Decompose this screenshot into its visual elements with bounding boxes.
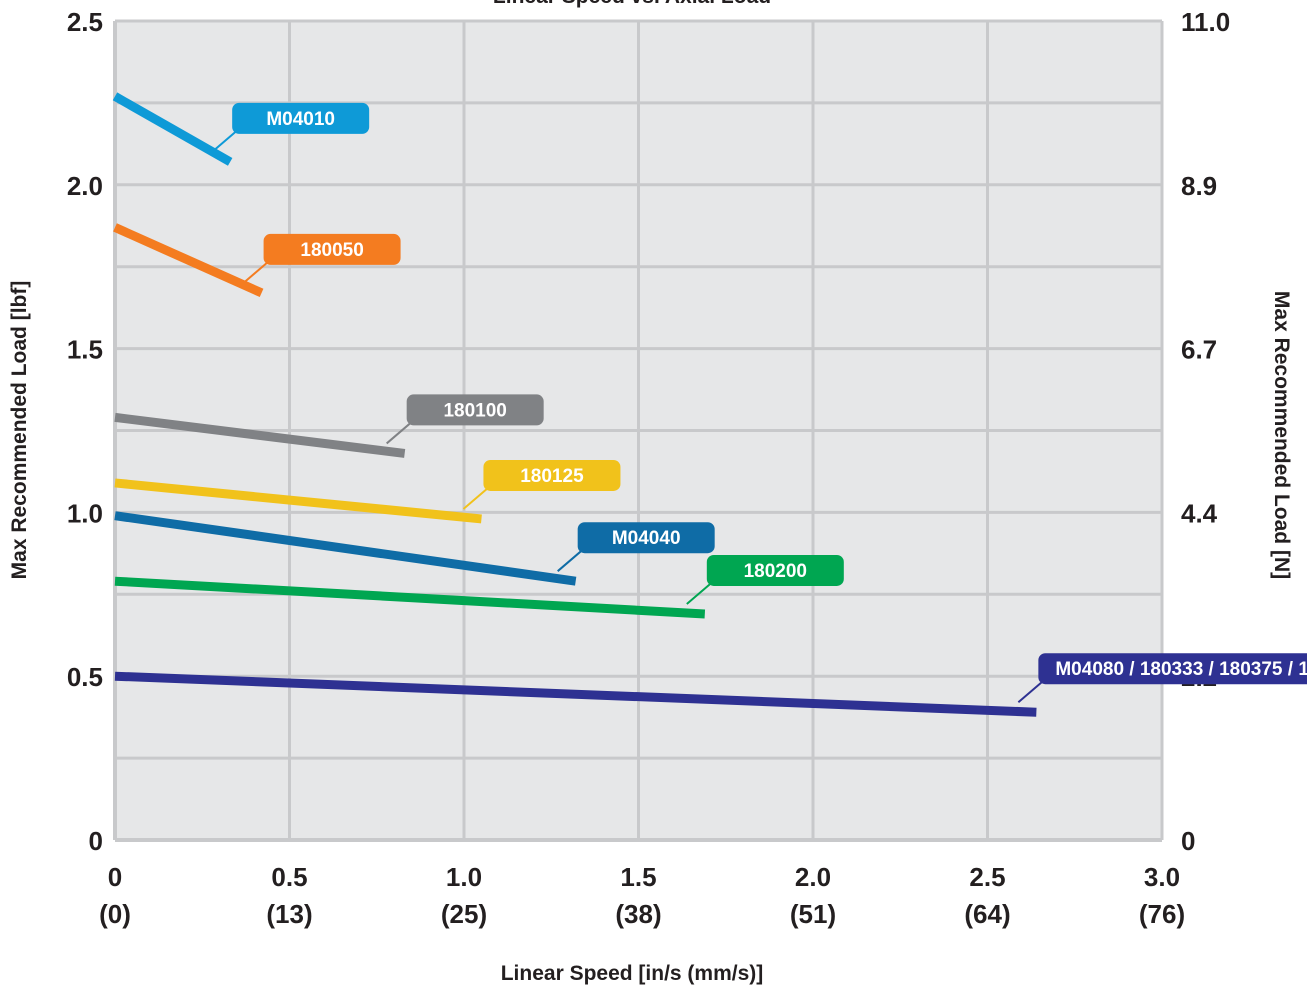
x-tick-label: 0.5 xyxy=(271,862,307,892)
x-tick-label: 1.0 xyxy=(446,862,482,892)
x-tick-label: 2.0 xyxy=(795,862,831,892)
y-tick-label-left: 2.5 xyxy=(67,7,103,37)
y-tick-label-left: 1.5 xyxy=(67,335,103,365)
x-tick-sublabel: (76) xyxy=(1139,899,1185,929)
series-labels: M04010 180050 180100 180125 M04040 180200 M040… xyxy=(211,102,1307,703)
series-label: M04040 xyxy=(612,528,681,549)
series-label: M04010 xyxy=(266,109,335,130)
series-line xyxy=(112,92,233,166)
series-label: 180125 xyxy=(520,466,584,487)
x-tick-sublabel: (13) xyxy=(266,899,312,929)
x-tick-sublabel: (64) xyxy=(964,899,1010,929)
series-label: M04080 / 180333 / 180375 / 180400 xyxy=(1055,659,1307,680)
x-tick-label: 0 xyxy=(108,862,122,892)
y-tick-label-left: 2.0 xyxy=(67,171,103,201)
chart-title: Linear Speed vs. Axial Load xyxy=(493,0,771,8)
y-tick-label-left: 1.0 xyxy=(67,498,103,528)
x-tick-label: 3.0 xyxy=(1144,862,1180,892)
series-line xyxy=(114,511,577,586)
y-tick-label-right: 0 xyxy=(1181,826,1195,856)
x-tick-sublabel: (38) xyxy=(615,899,661,929)
y-axis-title-left: Max Recommended Load [lbf] xyxy=(8,281,31,580)
y-tick-label-right: 11.0 xyxy=(1181,7,1230,37)
y-tick-label-right: 8.9 xyxy=(1181,171,1217,201)
x-tick-sublabel: (25) xyxy=(441,899,487,929)
label-box xyxy=(1038,653,1307,685)
y-axis-title-right: Max Recommended Load [N] xyxy=(1270,291,1293,579)
y-tick-label-left: 0.5 xyxy=(67,662,103,692)
y-tick-label-left: 0 xyxy=(89,826,103,856)
series-line xyxy=(114,478,482,524)
x-tick-sublabel: (0) xyxy=(99,899,131,929)
series-line xyxy=(113,223,264,298)
label-box xyxy=(232,102,370,134)
axes xyxy=(113,21,1162,842)
x-axis-title: Linear Speed [in/s (mm/s)] xyxy=(501,962,764,985)
x-tick-sublabel: (51) xyxy=(790,899,836,929)
y-tick-label-right: 6.7 xyxy=(1181,335,1217,365)
series-label: 180100 xyxy=(443,400,506,421)
label-box xyxy=(406,394,544,426)
label-box xyxy=(577,522,715,554)
series-line xyxy=(114,671,1037,717)
x-tick-label: 2.5 xyxy=(969,862,1005,892)
ticks: 0 (0) 0.5 (13) 1.0 (25) 1.5 (38) 2.0 (51) 2.5 (64) 3… xyxy=(67,7,1230,929)
label-box xyxy=(483,459,621,491)
series-line xyxy=(114,576,706,619)
label-box xyxy=(706,554,844,586)
label-box xyxy=(263,233,401,265)
y-tick-label-right: 4.4 xyxy=(1181,498,1218,528)
series-group xyxy=(112,92,1037,717)
series-label: 180050 xyxy=(300,240,363,261)
series-line xyxy=(114,412,406,458)
x-tick-label: 1.5 xyxy=(620,862,656,892)
series-label: 180200 xyxy=(744,561,807,582)
